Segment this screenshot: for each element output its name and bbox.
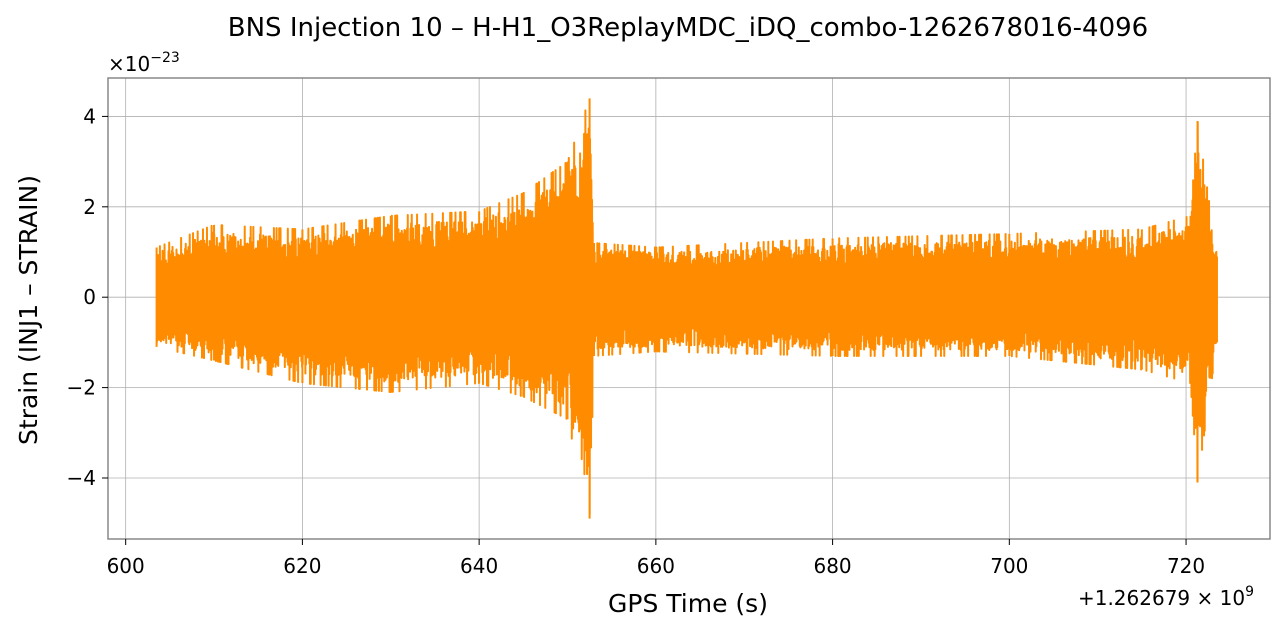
plot-frame (107, 77, 1271, 540)
x-offset-base: +1.262679 × 10 (1078, 586, 1245, 610)
x-offset-label: +1.262679 × 109 (1078, 584, 1254, 610)
y-tick-label: −2 (67, 376, 96, 400)
x-axis: 600 620 640 660 680 700 720 (107, 539, 1205, 578)
y-tick-label: 4 (83, 104, 96, 128)
x-tick-label: 660 (637, 554, 675, 578)
y-tick-label: 2 (83, 195, 96, 219)
y-tick-label: −4 (67, 466, 96, 490)
x-tick-label: 600 (107, 554, 145, 578)
series-strain (155, 98, 1218, 519)
x-tick-label: 640 (460, 554, 498, 578)
x-tick-label: 700 (990, 554, 1028, 578)
x-tick-label: 680 (813, 554, 851, 578)
y-axis: −4 −2 0 2 4 (67, 104, 108, 490)
y-axis-label: Strain (INJ1 – STRAIN) (14, 175, 43, 445)
strain-line (155, 98, 1218, 519)
x-offset-exp: 9 (1245, 584, 1254, 600)
y-scale-exp: −23 (150, 50, 180, 66)
y-tick-label: 0 (83, 285, 96, 309)
x-tick-label: 720 (1167, 554, 1205, 578)
y-scale-base: ×10 (108, 52, 150, 76)
x-tick-label: 620 (283, 554, 321, 578)
x-axis-label: GPS Time (s) (608, 589, 768, 618)
y-scale-label: ×10−23 (108, 50, 180, 76)
chart-title: BNS Injection 10 – H-H1_O3ReplayMDC_iDQ_… (228, 13, 1148, 43)
